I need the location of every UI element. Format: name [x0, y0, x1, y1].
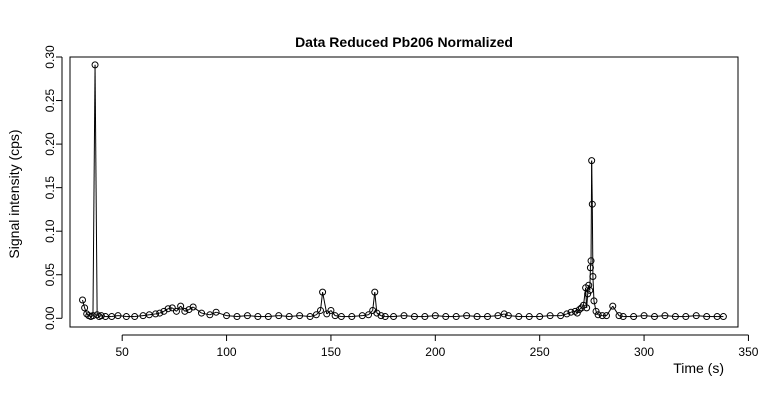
- y-tick-label: 0.20: [43, 132, 57, 156]
- y-tick-label: 0.00: [43, 306, 57, 330]
- x-axis-ticks: 50 100 150 200 250 300 350: [116, 335, 759, 359]
- series-line-segment: [488, 316, 498, 317]
- x-tick-label: 300: [634, 345, 654, 359]
- series-line-segment: [227, 316, 237, 317]
- y-axis-title: Signal intensity (cps): [6, 129, 22, 258]
- series-line-segment: [135, 316, 143, 317]
- series-line-segment: [156, 313, 160, 314]
- x-tick-label: 250: [530, 345, 550, 359]
- series-line-segment: [300, 316, 310, 317]
- y-tick-label: 0.15: [43, 176, 57, 200]
- series-line-segment: [289, 316, 299, 317]
- series-line-segment: [237, 316, 247, 317]
- x-tick-label: 50: [116, 345, 130, 359]
- series-line-segment: [594, 301, 596, 311]
- y-tick-label: 0.25: [43, 89, 57, 113]
- series-line-segment: [508, 316, 518, 317]
- series-line-segment: [425, 316, 435, 317]
- series-line-segment: [655, 316, 665, 317]
- series-line-segment: [93, 65, 95, 316]
- y-axis-ticks: 0.00 0.05 0.10 0.15 0.20 0.25 0.30: [43, 45, 62, 330]
- series-line-segment: [467, 316, 477, 317]
- series-line-segment: [456, 316, 466, 317]
- series-line-segments: [83, 65, 724, 317]
- x-axis-title: Time (s): [673, 360, 724, 376]
- x-tick-label: 150: [321, 345, 341, 359]
- series-line-segment: [619, 316, 623, 317]
- series-points: [80, 62, 727, 320]
- series-line-segment: [279, 316, 289, 317]
- series-line-segment: [168, 308, 172, 309]
- series-line-segment: [598, 315, 602, 316]
- series-line-segment: [686, 316, 696, 317]
- series-line-segment: [118, 316, 126, 317]
- x-tick-label: 200: [425, 345, 445, 359]
- series-line-segment: [644, 316, 654, 317]
- series-line-segment: [352, 316, 362, 317]
- series-line-segment: [634, 316, 644, 317]
- series-line-segment: [665, 316, 675, 317]
- series-line-segment: [540, 316, 550, 317]
- series-line-segment: [579, 308, 581, 310]
- y-tick-label: 0.30: [43, 45, 57, 69]
- series-line-segment: [247, 316, 257, 317]
- chart-title: Data Reduced Pb206 Normalized: [295, 34, 513, 50]
- series-line-segment: [593, 276, 594, 300]
- series-line-segment: [394, 316, 404, 317]
- series-line-segment: [435, 316, 445, 317]
- series-line-segment: [381, 316, 385, 317]
- x-tick-label: 350: [738, 345, 758, 359]
- plot-frame: [70, 57, 738, 327]
- series-line-segment: [268, 316, 278, 317]
- x-tick-label: 100: [217, 345, 237, 359]
- series-line-segment: [404, 316, 414, 317]
- y-tick-label: 0.10: [43, 219, 57, 243]
- series-line-segment: [95, 65, 97, 315]
- y-tick-label: 0.05: [43, 263, 57, 287]
- series-line-segment: [83, 300, 85, 308]
- series-line-segment: [696, 316, 706, 317]
- series-line-segment: [202, 313, 210, 315]
- series-line-segment: [592, 161, 593, 205]
